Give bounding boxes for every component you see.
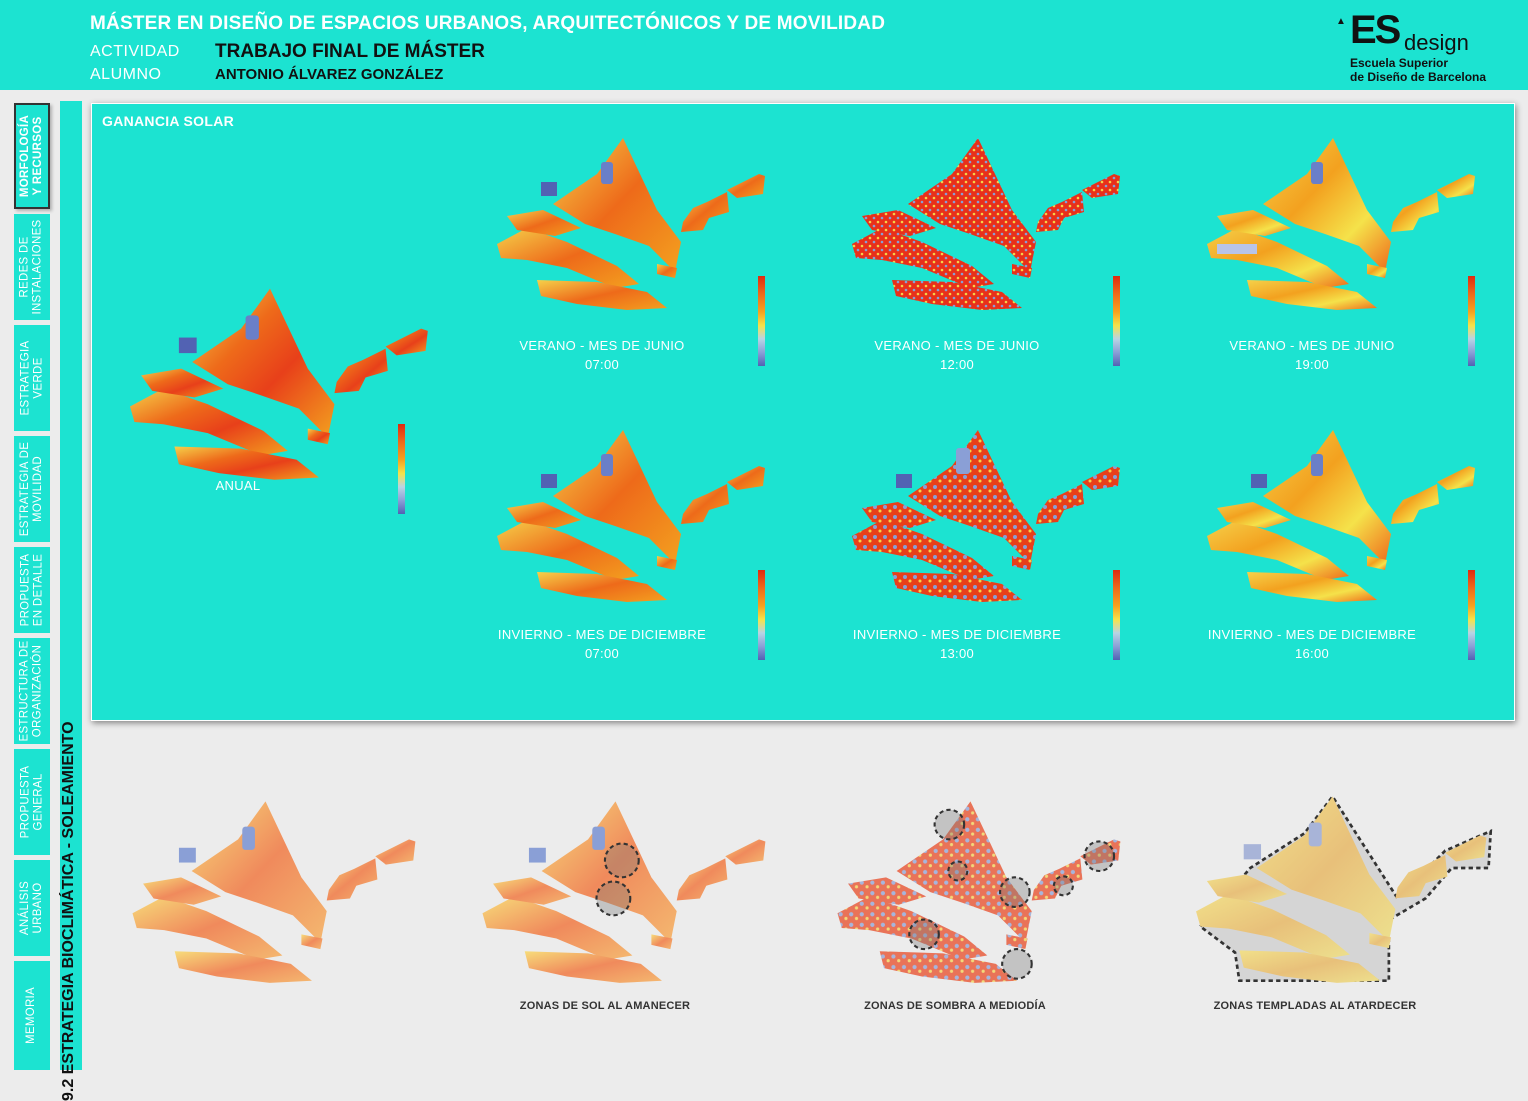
- caption-atardecer: ZONAS TEMPLADAS AL ATARDECER: [1213, 1000, 1417, 1012]
- sidebar-item-estrategia-verde[interactable]: ESTRATEGIA VERDE: [14, 325, 50, 431]
- sidebar-label: REDES DE: [19, 236, 32, 298]
- legend-bar: [1113, 570, 1120, 660]
- sidebar-item-detalle[interactable]: PROPUESTA EN DETALLE: [14, 547, 50, 633]
- header: MÁSTER EN DISEÑO DE ESPACIOS URBANOS, AR…: [0, 0, 1528, 90]
- sidebar-item-movilidad[interactable]: ESTRATEGIA DE MOVILIDAD: [14, 436, 50, 542]
- map-diciembre-1600: [1207, 430, 1475, 602]
- sidebar-label: PROPUESTA: [19, 553, 31, 627]
- sidebar-label: MEMORIA: [25, 986, 38, 1045]
- bottom-map-mediodia: [837, 801, 1121, 983]
- legend-junio-1200: [1113, 272, 1141, 372]
- logo-mark-icon: ▲: [1336, 16, 1346, 27]
- sidebar-label: ESTRATEGIA: [19, 340, 31, 416]
- sidebar-item-memoria[interactable]: MEMORIA: [14, 961, 50, 1070]
- activity-value: TRABAJO FINAL DE MÁSTER: [215, 41, 485, 62]
- legend-bar: [758, 570, 765, 660]
- map-junio-1900: [1207, 138, 1475, 310]
- caption-line: 16:00: [1294, 646, 1330, 661]
- caption-diciembre-1600: INVIERNO - MES DE DICIEMBRE 16:00: [1192, 625, 1432, 663]
- caption-line: 07:00: [584, 357, 620, 372]
- caption-diciembre-1300: INVIERNO - MES DE DICIEMBRE 13:00: [837, 625, 1077, 663]
- sidebar-label: MOVILIDAD: [32, 456, 44, 522]
- map-diciembre-0700: [497, 430, 765, 602]
- solar-gain-panel: GANANCIA SOLAR ANUAL VERANO - MES DE JUN…: [91, 103, 1515, 721]
- legend-bar: [1468, 276, 1475, 366]
- sidebar-label: URBANO: [32, 882, 44, 934]
- sidebar-item-morfologia[interactable]: MORFOLOGÍA Y RECURSOS: [14, 103, 50, 209]
- bottom-map-amanecer: [482, 801, 766, 983]
- student-value: ANTONIO ÁLVAREZ GONZÁLEZ: [215, 66, 444, 83]
- caption-line: INVIERNO - MES DE DICIEMBRE: [1207, 627, 1417, 642]
- caption-junio-1200: VERANO - MES DE JUNIO 12:00: [857, 336, 1057, 374]
- legend-junio-0700: [758, 272, 786, 372]
- section-bar: 9.2 ESTRATEGIA BIOCLIMÁTICA - SOLEAMIENT…: [60, 101, 82, 1101]
- sidebar-item-propuesta-general[interactable]: PROPUESTA GENERAL: [14, 749, 50, 855]
- caption-line: 19:00: [1294, 357, 1330, 372]
- sidebar-label: INSTALACIONES: [32, 219, 45, 315]
- caption-line: VERANO - MES DE JUNIO: [1229, 338, 1395, 353]
- logo-line1: Escuela Superior: [1350, 56, 1449, 70]
- sidebar-label: Y RECURSOS: [32, 116, 44, 196]
- caption-junio-1900: VERANO - MES DE JUNIO 19:00: [1212, 336, 1412, 374]
- activity-label: ACTIVIDAD: [90, 43, 180, 60]
- legend-junio-1900: [1468, 272, 1496, 372]
- caption-line: 12:00: [939, 357, 975, 372]
- caption-line: VERANO - MES DE JUNIO: [874, 338, 1040, 353]
- caption-diciembre-0700: INVIERNO - MES DE DICIEMBRE 07:00: [482, 625, 722, 663]
- sidebar-label: VERDE: [32, 357, 44, 399]
- logo-line2: de Diseño de Barcelona: [1350, 70, 1487, 84]
- sidebar-label: PROPUESTA: [19, 765, 31, 839]
- master-title: MÁSTER EN DISEÑO DE ESPACIOS URBANOS, AR…: [90, 13, 886, 34]
- bottom-map-base: [132, 801, 416, 983]
- annual-map: [130, 288, 428, 480]
- caption-line: VERANO - MES DE JUNIO: [519, 338, 685, 353]
- caption-line: 07:00: [584, 646, 620, 661]
- sidebar-label: ESTRATEGIA DE: [19, 441, 31, 537]
- sidebar-label: ORGANIZACIÓN: [32, 644, 44, 738]
- sidebar-item-redes[interactable]: REDES DE INSTALACIONES: [14, 214, 50, 320]
- section-title: 9.2 ESTRATEGIA BIOCLIMÁTICA - SOLEAMIENT…: [60, 721, 77, 1101]
- sidebar-label: ESTRUCTURA DE: [19, 640, 31, 742]
- sidebar-item-organizacion[interactable]: ESTRUCTURA DE ORGANIZACIÓN: [14, 638, 50, 744]
- panel-title: GANANCIA SOLAR: [102, 113, 235, 129]
- sidebar-label: MORFOLOGÍA: [19, 114, 31, 198]
- sidebar-label: ANÁLISIS: [19, 880, 31, 936]
- caption-line: INVIERNO - MES DE DICIEMBRE: [497, 627, 707, 642]
- caption-line: INVIERNO - MES DE DICIEMBRE: [852, 627, 1062, 642]
- legend-bar: [398, 424, 405, 514]
- logo-es: ES: [1350, 8, 1401, 52]
- map-junio-1200: [852, 138, 1120, 310]
- logo-design: design: [1404, 30, 1469, 55]
- sidebar-label: EN DETALLE: [32, 553, 44, 627]
- legend-diciembre-1300: [1113, 566, 1141, 666]
- legend-bar: [758, 276, 765, 366]
- esdesign-logo: ▲ ES design Escuela Superior de Diseño d…: [1336, 8, 1506, 86]
- caption-line: 13:00: [939, 646, 975, 661]
- legend-diciembre-1600: [1468, 566, 1496, 666]
- legend-bar: [1468, 570, 1475, 660]
- caption-junio-0700: VERANO - MES DE JUNIO 07:00: [502, 336, 702, 374]
- caption-mediodia: ZONAS DE SOMBRA A MEDIODÍA: [864, 1000, 1046, 1012]
- legend-diciembre-0700: [758, 566, 786, 666]
- map-junio-0700: [497, 138, 765, 310]
- caption-amanecer: ZONAS DE SOL AL AMANECER: [519, 1000, 691, 1012]
- sidebar-item-analisis[interactable]: ANÁLISIS URBANO: [14, 860, 50, 956]
- sidebar-label: GENERAL: [32, 773, 44, 831]
- legend-bar: [1113, 276, 1120, 366]
- annual-legend: [398, 420, 426, 520]
- bottom-map-atardecer: [1196, 794, 1493, 983]
- student-label: ALUMNO: [90, 66, 162, 83]
- map-diciembre-1300: [852, 430, 1120, 602]
- annual-caption: ANUAL: [215, 478, 261, 493]
